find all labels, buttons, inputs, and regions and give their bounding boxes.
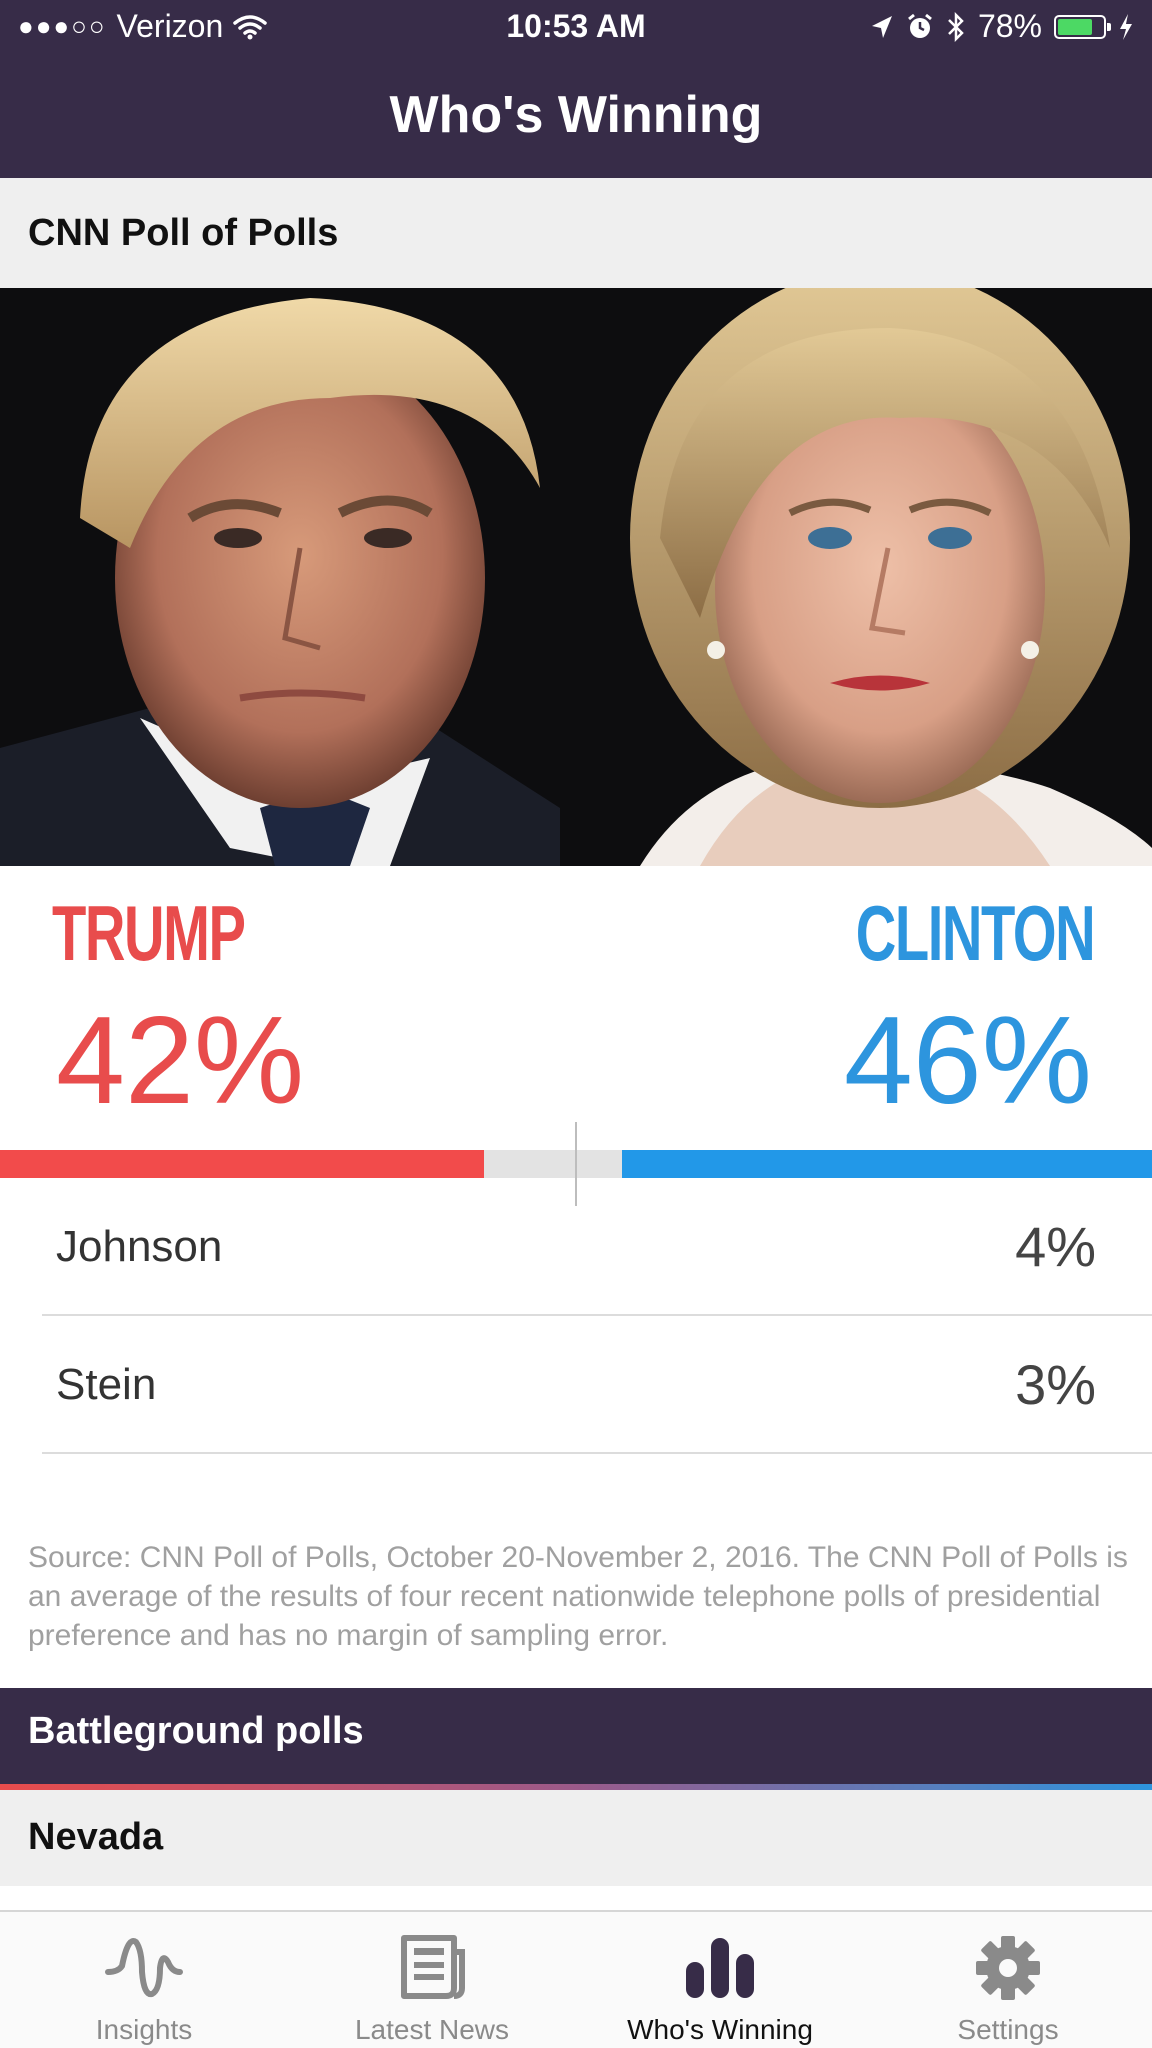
tab-insights[interactable]: Insights — [0, 1912, 288, 2048]
battleground-title: Battleground polls — [28, 1710, 364, 1752]
bluetooth-icon — [948, 11, 964, 42]
clinton-bar — [622, 1150, 1152, 1178]
list-item-stein: Stein 3% — [42, 1316, 1152, 1454]
wifi-icon — [233, 14, 268, 39]
navigation-bar: Who's Winning — [0, 56, 1152, 178]
candidate-percent: 3% — [1015, 1353, 1096, 1416]
tab-latest-news[interactable]: Latest News — [288, 1912, 576, 2048]
tab-label: Settings — [957, 2014, 1059, 2045]
newspaper-icon — [401, 1935, 465, 1999]
poll-section-header: CNN Poll of Polls — [0, 178, 1152, 288]
candidate-percent: 4% — [1015, 1215, 1096, 1278]
charging-bolt-icon — [1120, 13, 1132, 40]
tab-whos-winning[interactable]: Who's Winning — [576, 1912, 864, 2048]
waveform-icon — [105, 1938, 183, 1998]
trump-name-label: TRUMP — [52, 889, 246, 977]
battery-icon — [1054, 14, 1111, 39]
battleground-header: Battleground polls — [0, 1688, 1152, 1784]
poll-section-title: CNN Poll of Polls — [28, 212, 339, 254]
candidates-photo — [0, 288, 1152, 866]
tab-label: Who's Winning — [627, 2014, 813, 2045]
candidates-portrait-image — [0, 288, 1152, 866]
page-title: Who's Winning — [389, 86, 763, 144]
clinton-percent: 46% — [843, 992, 1092, 1130]
source-note: Source: CNN Poll of Polls, October 20-No… — [28, 1541, 1128, 1652]
gear-icon — [976, 1936, 1040, 2000]
bar-chart-icon — [686, 1938, 754, 1998]
tab-label: Latest News — [354, 2014, 510, 2045]
list-item-johnson: Johnson 4% — [42, 1178, 1152, 1316]
battery-percent: 78% — [977, 8, 1042, 44]
clock: 10:53 AM — [506, 8, 646, 44]
midpoint-marker — [575, 1122, 577, 1206]
battleground-accent-stripe — [0, 1784, 1152, 1790]
trump-bar — [0, 1150, 484, 1178]
status-bar: ●●●○○ Verizon 10:53 AM 78% — [0, 0, 1152, 56]
location-arrow-icon — [871, 15, 892, 38]
candidate-name: Stein — [56, 1360, 157, 1409]
state-name: Nevada — [28, 1816, 164, 1858]
trump-percent: 42% — [56, 992, 305, 1130]
tab-bar: Insights Latest News Who's Winning — [0, 1910, 1152, 2048]
clinton-name-label: CLINTON — [855, 889, 1096, 977]
carrier-name: Verizon — [116, 8, 224, 44]
state-header-nevada[interactable]: Nevada — [0, 1790, 1152, 1886]
candidate-name: Johnson — [56, 1222, 223, 1271]
alarm-icon — [908, 13, 932, 38]
tab-settings[interactable]: Settings — [864, 1912, 1152, 2048]
tab-label: Insights — [95, 2014, 193, 2045]
signal-strength-icon: ●●●○○ — [18, 11, 107, 41]
